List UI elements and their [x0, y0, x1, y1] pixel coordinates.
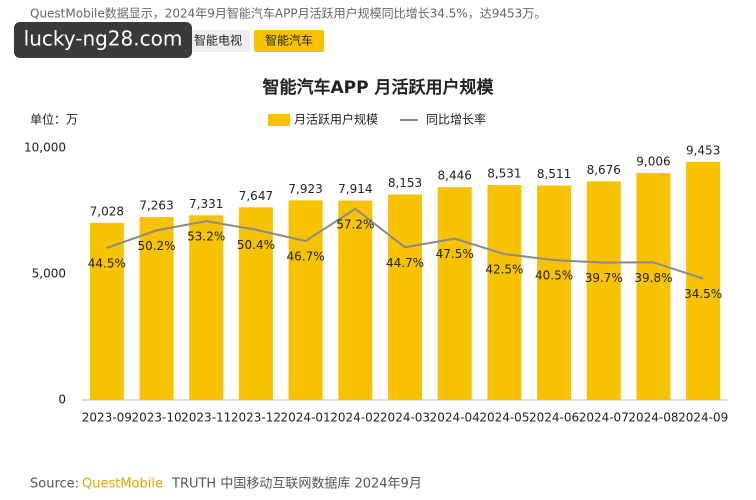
tab-label[interactable]: 智能汽车 — [265, 33, 313, 48]
line — [106, 207, 704, 280]
tab-label[interactable]: 智能电视 — [194, 33, 242, 48]
watermark-box — [14, 22, 192, 58]
bar-value-label: 7,263 — [139, 198, 173, 212]
line-value-label: 53.2% — [187, 230, 225, 244]
bar — [686, 161, 721, 400]
unit-label: 单位：万 — [30, 112, 78, 127]
x-tick-label: 2024-03 — [380, 411, 430, 425]
x-tick-label: 2024-08 — [628, 411, 678, 425]
x-tick-label: 2024-01 — [281, 411, 331, 425]
x-tick-label: 2024-09 — [678, 411, 728, 425]
bar — [238, 207, 273, 400]
tab-active[interactable] — [254, 30, 324, 52]
bar — [189, 215, 224, 400]
line-value-label: 44.7% — [386, 256, 424, 270]
y-tick-label: 0 — [58, 393, 66, 407]
x-tick-label: 2023-10 — [131, 411, 181, 425]
bar-value-label: 7,923 — [288, 182, 322, 196]
source-rest: TRUTH 中国移动互联网数据库 2024年9月 — [171, 476, 422, 492]
header-text: QuestMobile数据显示，2024年9月智能汽车APP月活跃用户规模同比增… — [30, 6, 546, 21]
bar — [586, 181, 621, 400]
bar-value-label: 8,676 — [587, 163, 621, 177]
y-tick-label: 5,000 — [32, 267, 66, 281]
bar — [288, 200, 323, 400]
bar-value-label: 8,446 — [438, 169, 472, 183]
watermark: lucky-ng28.com — [24, 27, 183, 51]
bar — [636, 173, 671, 400]
bar-value-label: 8,153 — [388, 176, 422, 190]
x-tick-label: 2024-02 — [330, 411, 380, 425]
line-value-label: 50.4% — [237, 238, 275, 252]
source-prefix: Source: — [30, 477, 79, 492]
bar-value-label: 9,453 — [686, 143, 720, 157]
bar-value-label: 8,511 — [537, 167, 571, 181]
bar — [537, 185, 572, 400]
line-value-label: 42.5% — [485, 263, 523, 277]
bar-value-label: 7,028 — [90, 204, 124, 218]
bar — [139, 216, 174, 400]
legend-label: 同比增长率 — [426, 112, 486, 127]
line-value-label: 44.5% — [88, 256, 126, 270]
line-value-label: 39.8% — [634, 271, 672, 285]
x-tick-label: 2023-11 — [181, 411, 231, 425]
x-tick-label: 2023-09 — [82, 411, 132, 425]
y-tick-label: 10,000 — [24, 141, 66, 155]
bar-value-label: 7,914 — [338, 182, 372, 196]
line-value-label: 46.7% — [287, 250, 325, 264]
x-tick-label: 2024-07 — [579, 411, 629, 425]
chart-title: 智能汽车APP 月活跃用户规模 — [263, 77, 495, 98]
x-tick-label: 2024-05 — [479, 411, 529, 425]
legend-swatch — [268, 114, 290, 126]
line-value-label: 39.7% — [585, 271, 623, 285]
bar-value-label: 9,006 — [636, 155, 670, 169]
x-tick-label: 2024-06 — [529, 411, 579, 425]
legend-label: 月活跃用户规模 — [294, 112, 378, 127]
bar — [487, 185, 522, 400]
bar — [89, 222, 124, 400]
bar — [338, 200, 373, 400]
line-value-label: 40.5% — [535, 269, 573, 283]
x-tick-label: 2024-04 — [430, 411, 480, 425]
source-brand: QuestMobile — [82, 477, 163, 492]
tab[interactable] — [186, 30, 250, 52]
bar-value-label: 7,331 — [189, 197, 223, 211]
line-value-label: 34.5% — [684, 287, 722, 301]
bar — [437, 187, 472, 400]
x-tick-label: 2023-12 — [231, 411, 281, 425]
line-value-label: 50.2% — [137, 239, 175, 253]
bar-value-label: 8,531 — [487, 167, 521, 181]
line-value-label: 47.5% — [436, 247, 474, 261]
bar-value-label: 7,647 — [239, 189, 273, 203]
bar — [388, 194, 422, 400]
line-value-label: 57.2% — [336, 217, 374, 231]
